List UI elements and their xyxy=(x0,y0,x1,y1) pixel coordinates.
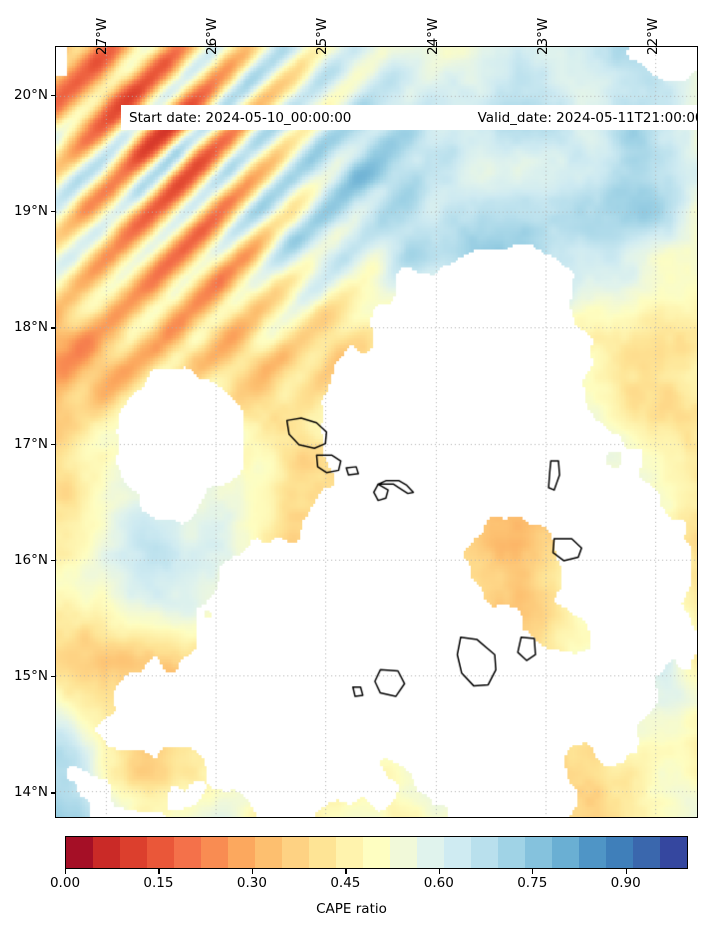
colorbar-swatch-19 xyxy=(579,837,606,868)
colorbar-swatch-5 xyxy=(201,837,228,868)
colorbar-tickmark xyxy=(251,869,254,874)
colorbar-tick-label: 0.90 xyxy=(610,875,641,891)
colorbar-tickmark xyxy=(65,869,67,874)
colorbar-swatch-0 xyxy=(66,837,93,868)
colorbar xyxy=(65,836,688,869)
colorbar-tickmark xyxy=(345,869,347,874)
start-date-label: Start date: 2024-05-10_00:00:00 xyxy=(129,109,352,126)
colorbar-swatch-14 xyxy=(444,837,471,868)
colorbar-swatch-22 xyxy=(660,837,687,868)
colorbar-swatch-15 xyxy=(471,837,498,868)
colorbar-tick-label: 0.30 xyxy=(236,875,267,891)
colorbar-tick-label: 0.45 xyxy=(330,875,361,891)
colorbar-swatch-9 xyxy=(309,837,336,868)
colorbar-tickmark xyxy=(158,869,160,874)
colorbar-swatch-17 xyxy=(525,837,552,868)
lat-tick-label: 20°N xyxy=(13,86,48,103)
colorbar-swatch-20 xyxy=(606,837,633,868)
lat-tick-label: 14°N xyxy=(13,784,48,801)
colorbar-swatch-21 xyxy=(633,837,660,868)
colorbar-tick-label: 0.00 xyxy=(49,875,81,891)
colorbar-tickmark xyxy=(438,869,440,874)
cape-ratio-field xyxy=(56,47,697,817)
map-plot-area: Start date: 2024-05-10_00:00:00 Valid_da… xyxy=(55,46,698,818)
lat-tick-label: 17°N xyxy=(13,435,48,452)
valid-date-label: Valid_date: 2024-05-11T21:00:00.00 xyxy=(477,109,697,126)
colorbar-swatch-13 xyxy=(417,837,444,868)
colorbar-swatch-7 xyxy=(255,837,282,868)
lat-tick-label: 18°N xyxy=(13,319,48,336)
colorbar-tickmark xyxy=(532,869,534,874)
lat-tick-label: 19°N xyxy=(13,203,48,220)
date-info-banner: Start date: 2024-05-10_00:00:00 Valid_da… xyxy=(121,105,697,130)
colorbar-swatch-18 xyxy=(552,837,579,868)
colorbar-tick-label: 0.75 xyxy=(517,875,548,891)
lat-tick-label: 15°N xyxy=(13,668,48,685)
colorbar-swatch-10 xyxy=(336,837,363,868)
colorbar-tickmark xyxy=(625,869,627,874)
lat-tick-label: 16°N xyxy=(13,551,48,568)
colorbar-swatch-4 xyxy=(174,837,201,868)
colorbar-swatch-11 xyxy=(363,837,390,868)
colorbar-swatch-8 xyxy=(282,837,309,868)
colorbar-tick-label: 0.60 xyxy=(423,875,454,891)
colorbar-swatch-12 xyxy=(390,837,417,868)
colorbar-swatch-1 xyxy=(93,837,120,868)
colorbar-tick-label: 0.15 xyxy=(143,875,174,891)
colorbar-swatch-6 xyxy=(228,837,255,868)
colorbar-swatch-16 xyxy=(498,837,525,868)
colorbar-axis-label: CAPE ratio xyxy=(316,901,387,917)
colorbar-ticks: 0.00 0.15 0.30 0.45 0.60 0.75 0.90 xyxy=(50,869,688,893)
colorbar-swatch-3 xyxy=(147,837,174,868)
colorbar-swatch-2 xyxy=(120,837,147,868)
colorbar-gradient xyxy=(65,836,688,869)
